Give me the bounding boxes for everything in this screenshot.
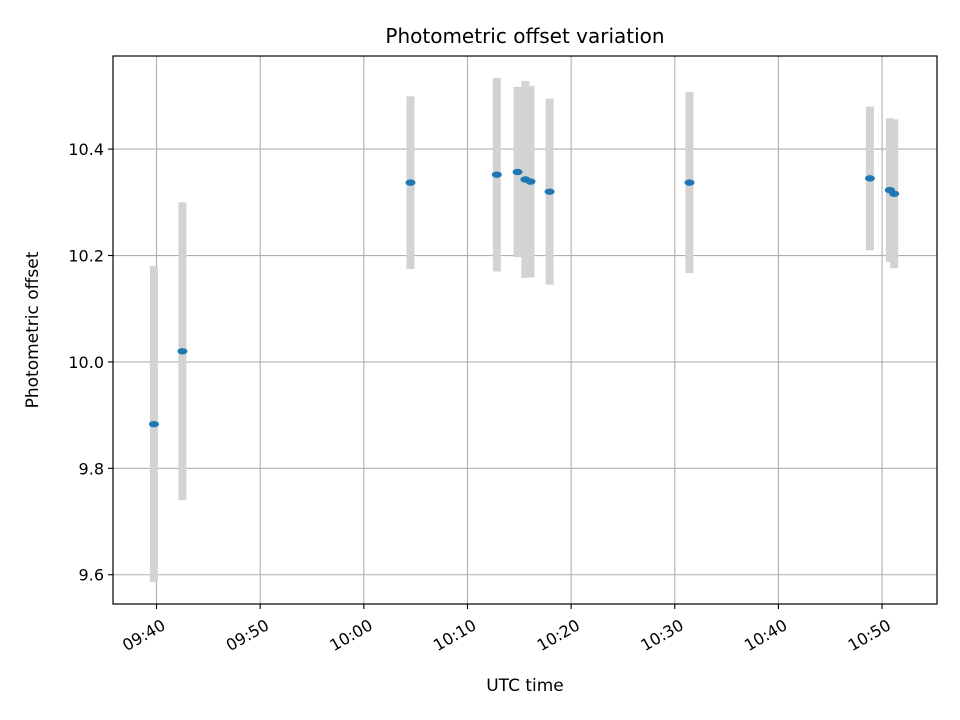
y-tick-label: 9.6	[79, 566, 104, 585]
data-point	[544, 188, 555, 195]
data-point	[864, 175, 875, 182]
point-layer	[148, 168, 900, 428]
data-point	[177, 348, 188, 355]
y-tick-label: 10.2	[68, 247, 104, 266]
data-point	[889, 190, 900, 197]
data-point	[148, 420, 159, 428]
y-tick-label: 9.8	[79, 459, 104, 478]
y-tick-label: 10.0	[68, 353, 104, 372]
x-axis-label: UTC time	[486, 676, 564, 696]
data-point	[525, 178, 536, 185]
data-point	[405, 179, 416, 186]
y-axis-label: Photometric offset	[23, 251, 43, 408]
data-point	[512, 168, 523, 176]
data-point	[491, 171, 502, 178]
plot-frame	[112, 55, 938, 605]
data-point	[684, 179, 695, 186]
y-tick-label: 10.4	[68, 140, 104, 159]
chart-title: Photometric offset variation	[385, 24, 664, 48]
